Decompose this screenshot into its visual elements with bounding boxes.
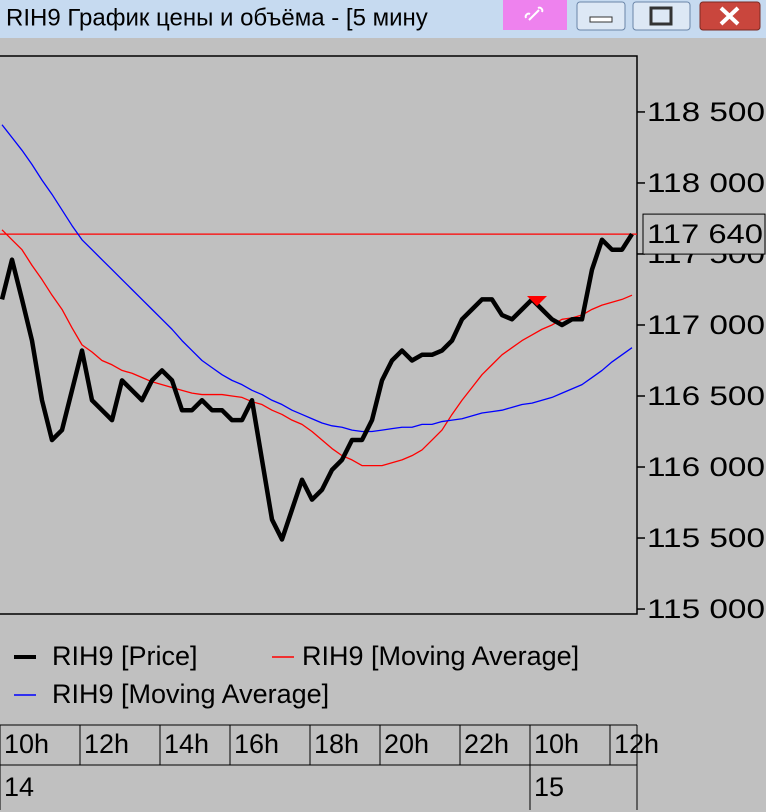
x-tick-label: 20h (384, 729, 429, 759)
series-line (1, 229, 633, 467)
plot-frame (0, 55, 638, 615)
y-tick-label: 118 000 (647, 168, 765, 198)
legend-label: RIH9 [Moving Average] (302, 641, 579, 671)
date-label: 15 (534, 772, 564, 802)
minimize-button[interactable] (576, 1, 626, 31)
x-tick-label: 10h (534, 729, 579, 759)
x-tick-label: 10h (4, 729, 49, 759)
window-title: RIH9 График цены и объёма - [5 мину (6, 4, 428, 31)
price-label: 117 640 (647, 219, 763, 249)
series-line (1, 124, 633, 433)
x-tick-label: 14h (164, 729, 209, 759)
date-label: 14 (4, 772, 34, 802)
y-tick-label: 115 000 (647, 594, 765, 624)
maximize-button[interactable] (632, 1, 691, 31)
x-tick-label: 12h (84, 729, 129, 759)
series-line (0, 232, 634, 542)
minimize-icon (589, 16, 613, 23)
price-label-box (642, 213, 766, 255)
link-icon (524, 6, 544, 21)
y-tick-label: 115 500 (647, 523, 765, 553)
y-tick-label: 116 000 (647, 452, 765, 482)
y-tick-label: 117 000 (647, 310, 765, 340)
legend-label: RIH9 [Moving Average] (52, 679, 329, 709)
x-tick-label: 18h (314, 729, 359, 759)
y-tick-label: 118 500 (647, 97, 765, 127)
x-tick-label: 22h (464, 729, 509, 759)
signal-marker (527, 296, 547, 306)
close-icon (719, 6, 740, 26)
y-tick-label: 116 500 (647, 381, 765, 411)
x-tick-label: 16h (234, 729, 279, 759)
legend-label: RIH9 [Price] (52, 641, 198, 671)
x-tick-label: 12h (614, 729, 659, 759)
maximize-icon (649, 6, 673, 26)
